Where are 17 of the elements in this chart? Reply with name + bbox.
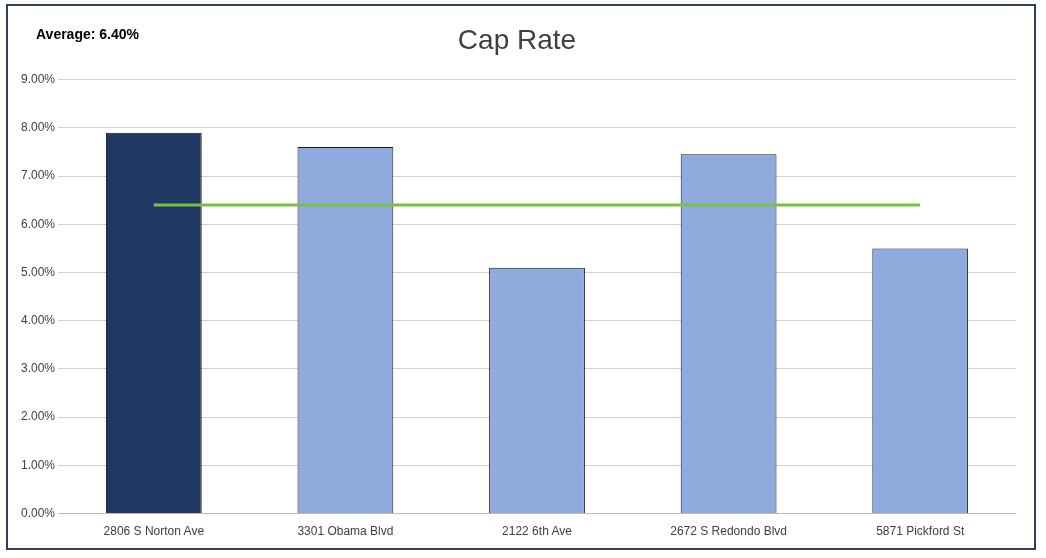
y-tick-label: 5.00%: [20, 264, 56, 279]
text: Average: 6.40%: [36, 25, 140, 42]
y-tick-label: 8.00%: [20, 120, 56, 135]
y-tick-label: 0.00%: [20, 505, 56, 520]
y-tick-label: 3.00%: [20, 361, 56, 376]
y-tick-label: 9.00%: [20, 71, 56, 86]
y-tick-label: 1.00%: [20, 457, 56, 472]
y-tick-label: 4.00%: [20, 313, 56, 328]
chart-title: Cap Rate: [457, 23, 577, 55]
x-tick-label: 3301 Obama Blvd: [297, 524, 394, 539]
x-tick-label: 2122 6th Ave: [502, 524, 573, 539]
y-tick-label: 6.00%: [20, 216, 56, 231]
x-tick-label: 2806 S Norton Ave: [103, 524, 205, 539]
y-tick-label: 2.00%: [20, 409, 56, 424]
y-tick-label: 7.00%: [20, 168, 56, 183]
x-tick-label: 5871 Pickford St: [876, 524, 965, 539]
x-tick-label: 2672 S Redondo Blvd: [670, 524, 787, 539]
